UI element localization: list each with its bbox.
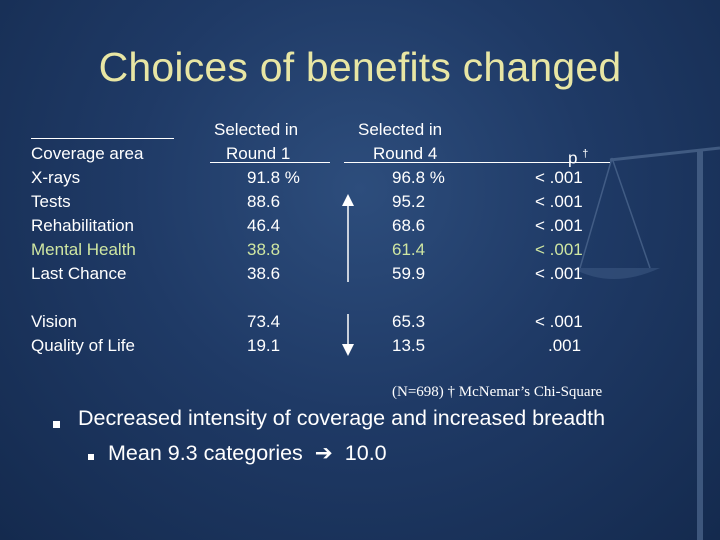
row-round1: 38.6	[247, 264, 281, 283]
row-round1: 46.4	[247, 216, 281, 235]
row-p: < .001	[535, 264, 583, 283]
col1-header-rule	[31, 138, 174, 139]
row-area: Rehabilitation	[31, 216, 135, 235]
row-round4: 95.2	[392, 192, 426, 211]
col3-header-rule	[344, 162, 610, 163]
row-round1: 19.1	[247, 336, 281, 355]
bullet-square-icon	[53, 421, 60, 428]
header-p-label: p	[568, 148, 578, 168]
row-p: < .001	[535, 216, 583, 235]
bullet-sub-line: Mean 9.3 categories ➔ 10.0	[108, 441, 387, 466]
header-p-value: p †	[568, 144, 588, 169]
row-p: < .001	[535, 192, 583, 211]
row-area: X-rays	[31, 168, 81, 187]
col2-header-rule	[210, 162, 330, 163]
row-round1: 73.4	[247, 312, 281, 331]
row-p: < .001	[535, 312, 583, 331]
row-area: Last Chance	[31, 264, 127, 283]
row-round4: 61.4	[392, 240, 426, 259]
header-p-dagger: †	[582, 148, 589, 160]
sub-bullet-square-icon	[88, 454, 94, 460]
header-round1-line1: Selected in	[214, 120, 299, 139]
row-round4: 68.6	[392, 216, 426, 235]
row-round4: 96.8 %	[392, 168, 445, 187]
increase-arrow-icon	[342, 194, 354, 282]
footnote: (N=698) † McNemar’s Chi-Square	[392, 384, 603, 400]
row-round4: 65.3	[392, 312, 426, 331]
header-round4-line2: Round 4	[373, 144, 438, 163]
row-area: Quality of Life	[31, 336, 135, 355]
header-coverage-area: Coverage area	[31, 144, 144, 163]
decrease-arrow-icon	[342, 314, 354, 356]
row-p: < .001	[535, 168, 583, 187]
row-area: Vision	[31, 312, 77, 331]
bullet-sub-text: Mean 9.3 categories	[108, 441, 303, 465]
row-round1: 91.8 %	[247, 168, 300, 187]
row-area: Tests	[31, 192, 71, 211]
bullet-sub-value: 10.0	[344, 441, 387, 465]
row-round1: 88.6	[247, 192, 281, 211]
row-round1: 38.8	[247, 240, 281, 259]
slide-title: Choices of benefits changed	[98, 44, 622, 90]
row-round4: 59.9	[392, 264, 426, 283]
right-arrow-icon: ➔	[314, 441, 333, 465]
row-area: Mental Health	[31, 240, 136, 259]
header-round4-line1: Selected in	[358, 120, 443, 139]
row-p: .001	[548, 336, 582, 355]
row-round4: 13.5	[392, 336, 426, 355]
bullet-main-text: Decreased intensity of coverage and incr…	[78, 406, 606, 430]
row-p: < .001	[535, 240, 583, 259]
header-round1-line2: Round 1	[226, 144, 291, 163]
